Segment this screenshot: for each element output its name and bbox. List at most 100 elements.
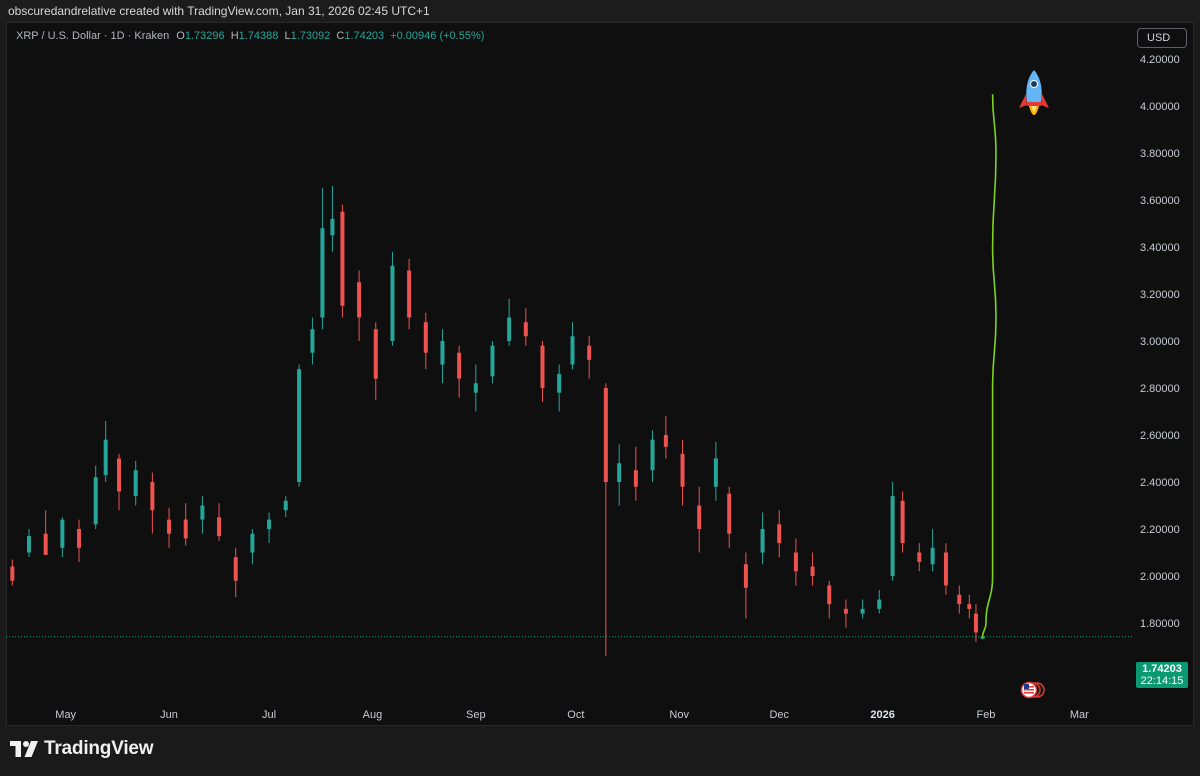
candle[interactable] xyxy=(540,341,545,403)
y-tick-8: 3.40000 xyxy=(1140,242,1180,254)
candle[interactable] xyxy=(777,510,782,558)
candle[interactable] xyxy=(930,529,935,572)
brand-name: TradingView xyxy=(44,738,154,759)
candle[interactable] xyxy=(633,446,638,501)
candle[interactable] xyxy=(27,529,32,558)
candle[interactable] xyxy=(93,465,98,529)
candle[interactable] xyxy=(117,453,122,511)
us-flag-event-icon[interactable] xyxy=(1020,681,1045,699)
candle[interactable] xyxy=(650,430,655,482)
candle[interactable] xyxy=(810,552,815,586)
x-tick-10: Mar xyxy=(1070,709,1089,721)
candle[interactable] xyxy=(217,503,222,541)
y-tick-9: 3.60000 xyxy=(1140,195,1180,207)
candle[interactable] xyxy=(713,442,718,501)
candle[interactable] xyxy=(680,439,685,506)
candle[interactable] xyxy=(697,486,702,553)
y-tick-5: 2.80000 xyxy=(1140,383,1180,395)
y-tick-7: 3.20000 xyxy=(1140,289,1180,301)
x-tick-3: Aug xyxy=(363,709,383,721)
candle[interactable] xyxy=(490,341,495,384)
y-tick-11: 4.00000 xyxy=(1140,101,1180,113)
projection-line xyxy=(981,94,997,638)
candle[interactable] xyxy=(77,519,82,562)
candle[interactable] xyxy=(760,512,765,565)
candle[interactable] xyxy=(507,298,512,346)
projection-series xyxy=(981,94,997,638)
candle[interactable] xyxy=(890,482,895,581)
candle[interactable] xyxy=(743,552,748,619)
candle[interactable] xyxy=(603,383,608,656)
close-label: C xyxy=(336,30,345,42)
chart-credit: obscuredandrelative created with Trading… xyxy=(8,4,430,18)
candle[interactable] xyxy=(233,547,238,598)
symbol-title: XRP / U.S. Dollar · 1D · Kraken xyxy=(16,30,170,42)
x-tick-8: 2026 xyxy=(870,709,894,721)
candle[interactable] xyxy=(793,538,798,586)
low-value: 1.73092 xyxy=(290,30,331,42)
candle[interactable] xyxy=(283,496,288,518)
candle[interactable] xyxy=(967,594,972,619)
candle[interactable] xyxy=(917,543,922,572)
candle[interactable] xyxy=(877,590,882,614)
top-credit-bar: obscuredandrelative created with Trading… xyxy=(0,0,1200,22)
candle[interactable] xyxy=(457,345,462,398)
y-tick-12: 4.20000 xyxy=(1140,54,1180,66)
candle[interactable] xyxy=(523,308,528,346)
candle[interactable] xyxy=(43,510,48,555)
candle[interactable] xyxy=(860,599,865,619)
candle[interactable] xyxy=(973,604,978,642)
time-axis[interactable]: May Jun Jul Aug Sep Oct Nov Dec 2026 Feb Mar xyxy=(55,709,1089,721)
candle[interactable] xyxy=(570,322,575,370)
candle[interactable] xyxy=(183,503,188,546)
high-value: 1.74388 xyxy=(238,30,279,42)
tradingview-logo-icon xyxy=(10,741,38,757)
candle[interactable] xyxy=(900,491,905,553)
candle[interactable] xyxy=(617,444,622,506)
candle[interactable] xyxy=(10,559,15,586)
candle[interactable] xyxy=(330,185,335,252)
y-tick-0: 1.80000 xyxy=(1140,618,1180,630)
open-label: O xyxy=(176,30,185,42)
candle[interactable] xyxy=(297,364,302,487)
candle[interactable] xyxy=(200,496,205,534)
candle[interactable] xyxy=(357,270,362,342)
close-value: 1.74203 xyxy=(344,30,385,42)
candle[interactable] xyxy=(133,460,138,506)
candle[interactable] xyxy=(663,416,668,459)
candle[interactable] xyxy=(423,312,428,370)
high-label: H xyxy=(230,30,239,42)
candlestick-series[interactable] xyxy=(10,185,985,656)
candle[interactable] xyxy=(440,329,445,384)
candle[interactable] xyxy=(557,364,562,412)
candle[interactable] xyxy=(310,317,315,365)
y-tick-4: 2.60000 xyxy=(1140,430,1180,442)
candle[interactable] xyxy=(827,580,832,619)
y-tick-10: 3.80000 xyxy=(1140,148,1180,160)
brand[interactable]: TradingView xyxy=(10,738,154,760)
candle[interactable] xyxy=(957,585,962,614)
x-tick-5: Oct xyxy=(567,709,584,721)
candle[interactable] xyxy=(267,512,272,544)
candle[interactable] xyxy=(587,336,592,379)
y-tick-3: 2.40000 xyxy=(1140,477,1180,489)
price-axis[interactable]: 1.80000 2.00000 2.20000 2.40000 2.60000 2.800… xyxy=(1140,54,1180,630)
currency-button[interactable]: USD xyxy=(1137,28,1187,48)
candle[interactable] xyxy=(60,517,65,558)
candle[interactable] xyxy=(250,529,255,565)
candle[interactable] xyxy=(407,258,412,330)
candle[interactable] xyxy=(843,599,848,628)
candle[interactable] xyxy=(373,322,378,400)
candle[interactable] xyxy=(150,472,155,534)
price-chart[interactable]: 1.80000 2.00000 2.20000 2.40000 2.60000 2.800… xyxy=(6,22,1194,726)
candle[interactable] xyxy=(727,486,732,548)
candle[interactable] xyxy=(340,204,345,318)
candle[interactable] xyxy=(473,364,478,412)
candle[interactable] xyxy=(390,251,395,346)
candle[interactable] xyxy=(320,188,325,330)
candle[interactable] xyxy=(943,543,948,595)
candle[interactable] xyxy=(167,507,172,548)
x-tick-2: Jul xyxy=(262,709,276,721)
last-price-value: 1.74203 xyxy=(1142,663,1182,675)
candle[interactable] xyxy=(103,420,108,482)
